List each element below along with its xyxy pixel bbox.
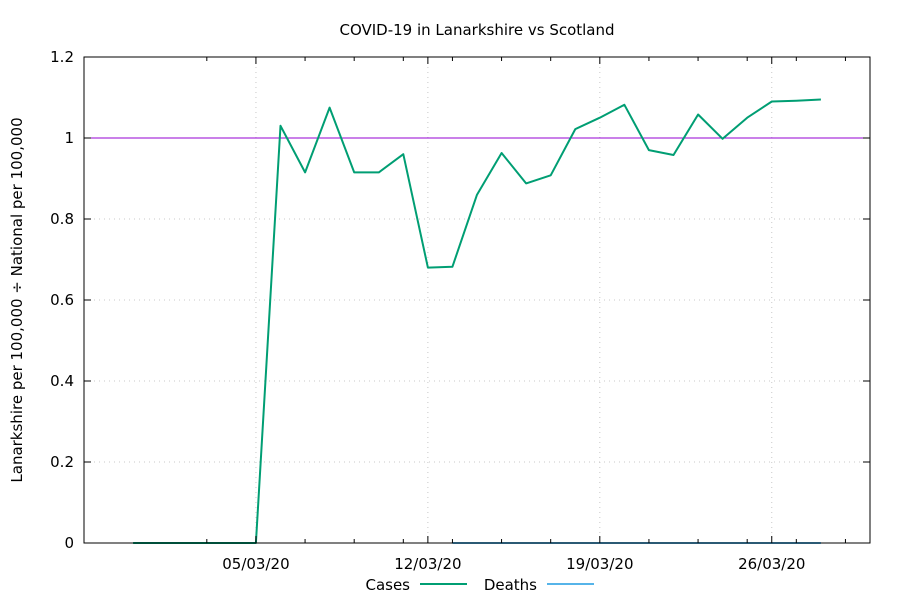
y-tick-label: 1	[64, 129, 74, 147]
y-tick-label: 0.4	[50, 372, 74, 390]
x-tick-label: 12/03/20	[394, 555, 461, 573]
y-tick-label: 0.6	[50, 291, 74, 309]
grid	[84, 57, 870, 543]
y-tick-label: 0	[64, 534, 74, 552]
y-axis-label: Lanarkshire per 100,000 ÷ National per 1…	[8, 117, 26, 482]
y-tick-label: 0.8	[50, 210, 74, 228]
legend: Cases Deaths	[365, 576, 594, 594]
y-tick-label: 0.2	[50, 453, 74, 471]
legend-label-cases: Cases	[365, 576, 410, 594]
x-tick-label: 05/03/20	[222, 555, 289, 573]
x-tick-label: 26/03/20	[738, 555, 805, 573]
chart-title: COVID-19 in Lanarkshire vs Scotland	[339, 21, 614, 39]
series-line-cases	[133, 98, 821, 544]
x-tick-label: 19/03/20	[566, 555, 633, 573]
ticks: 0 0.2 0.4 0.6 0.8 1 1.2 05/03/20 12/03/20 19/03/2…	[50, 48, 870, 573]
series-lines	[133, 98, 821, 544]
plot-frame	[83, 56, 871, 544]
legend-label-deaths: Deaths	[484, 576, 537, 594]
y-tick-label: 1.2	[50, 48, 74, 66]
